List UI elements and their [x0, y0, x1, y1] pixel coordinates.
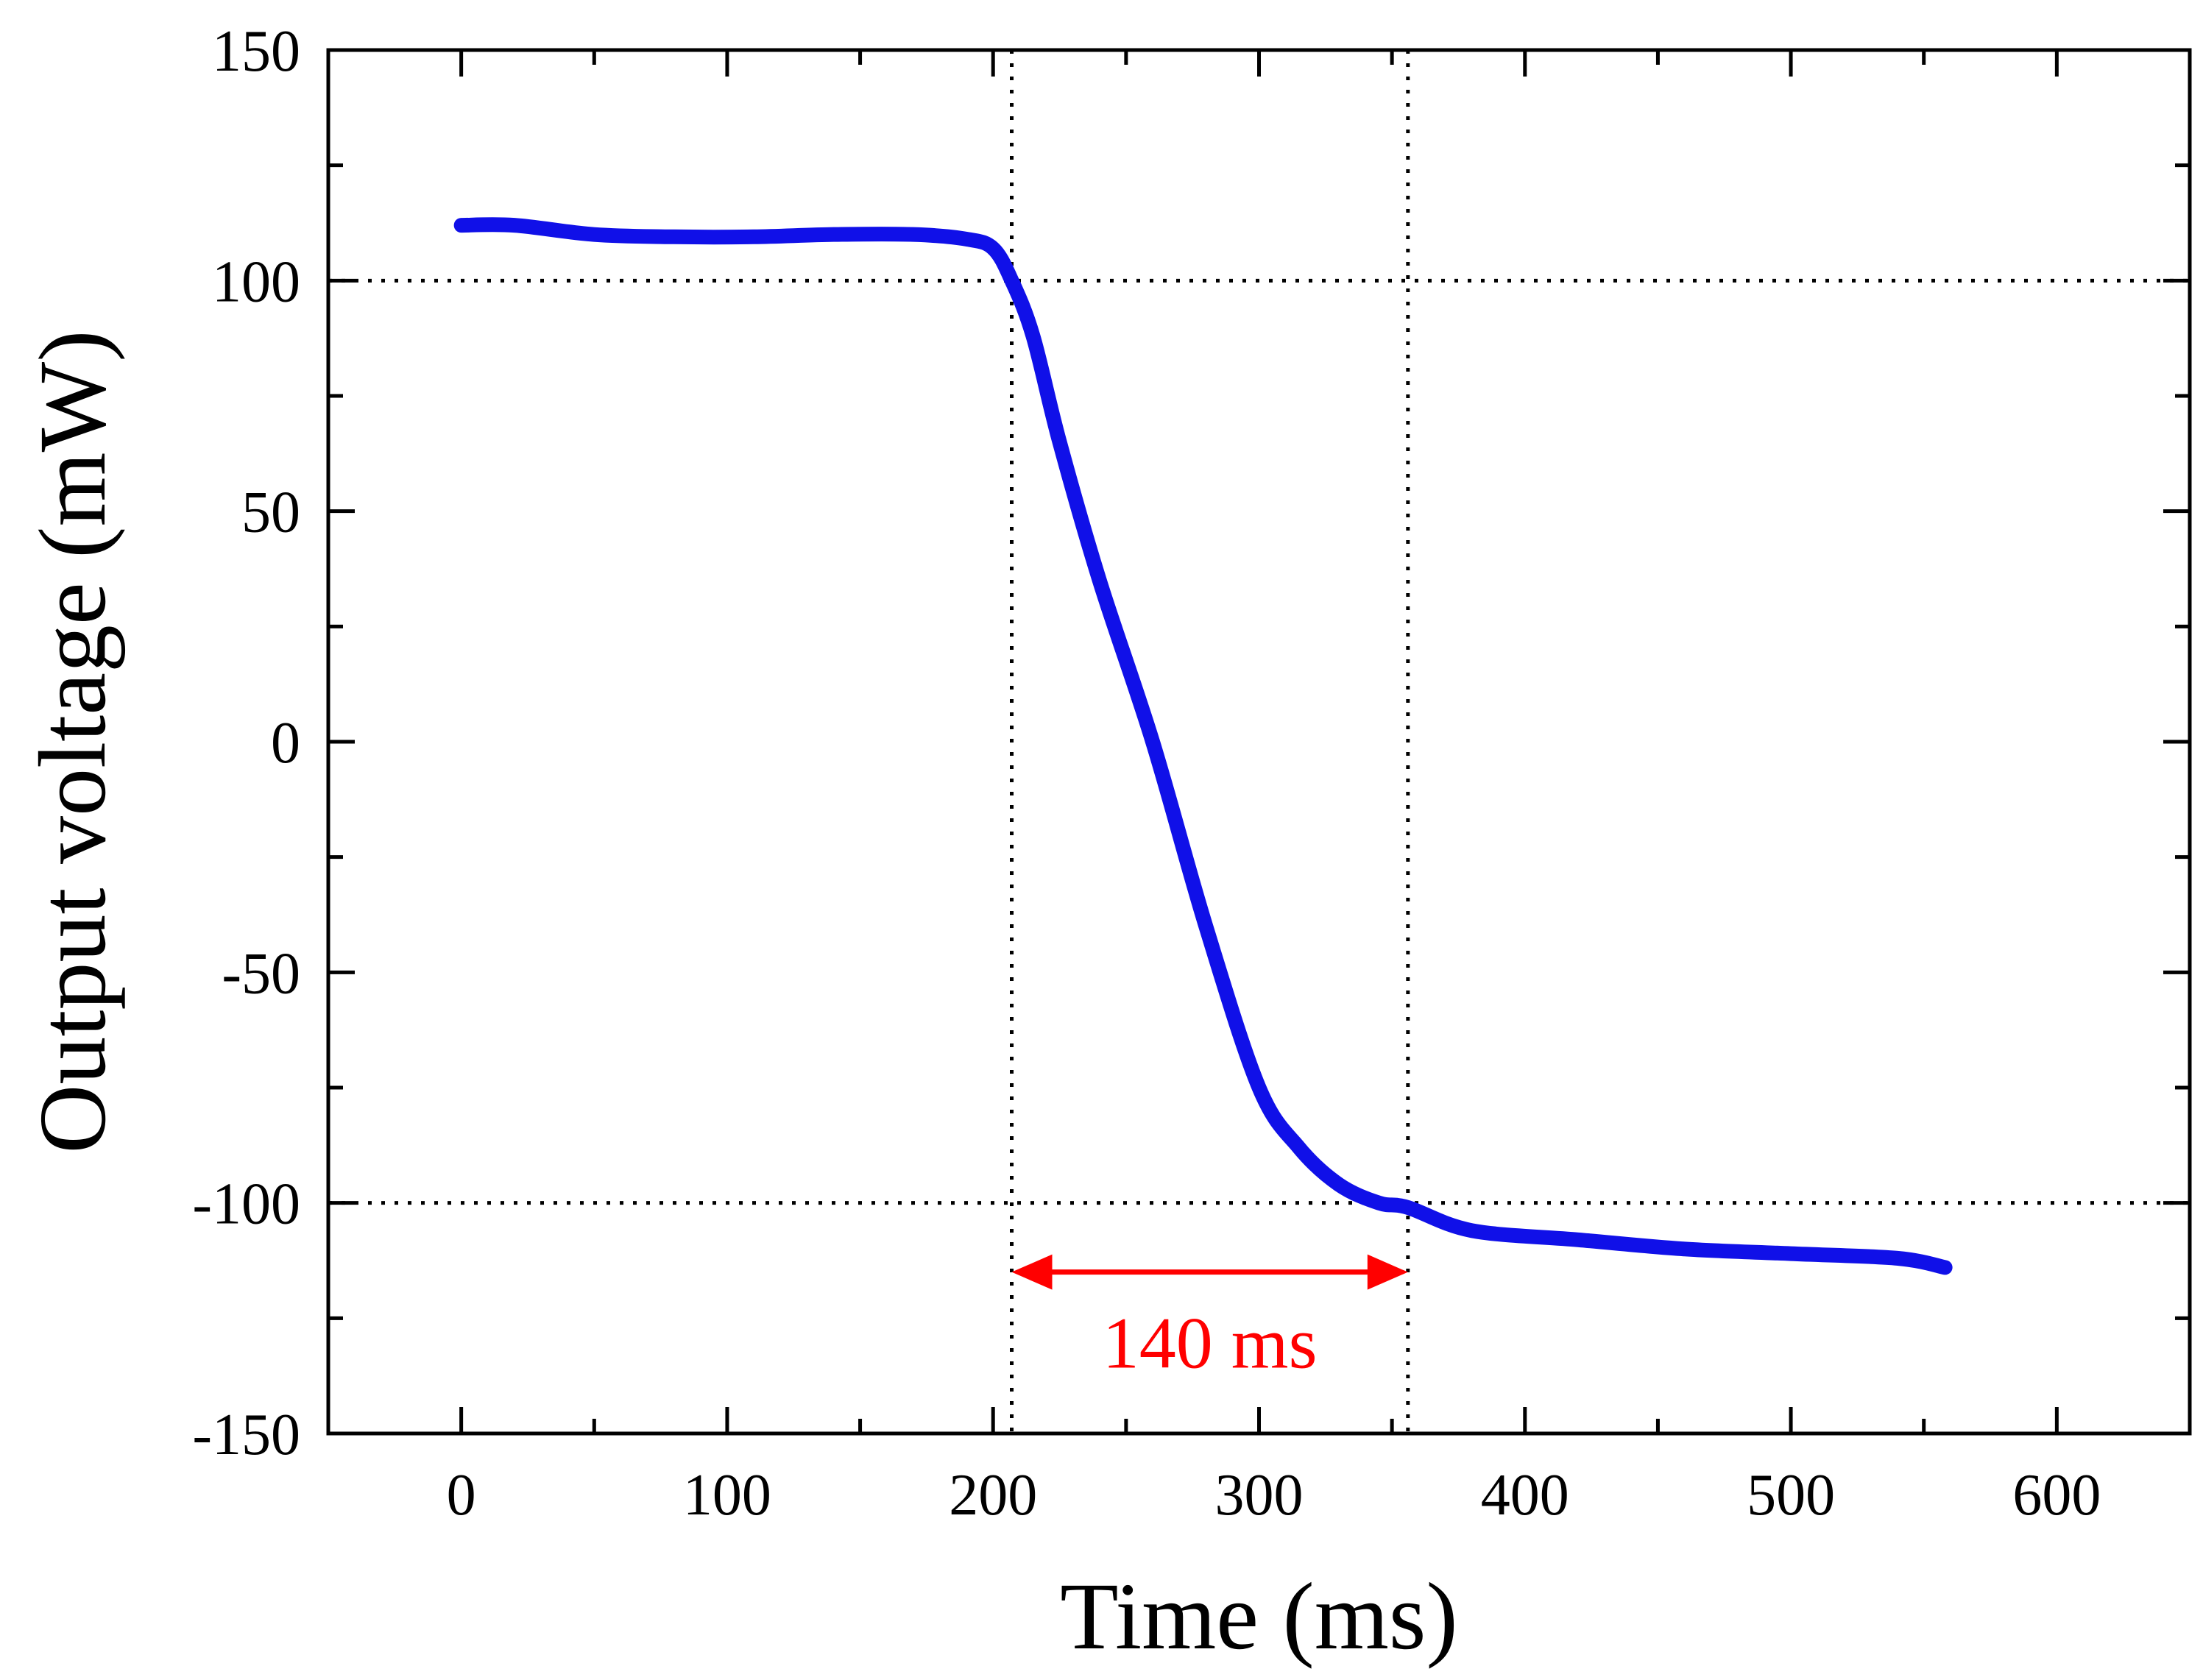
y-axis-title: Output voltage (mW)	[20, 330, 126, 1153]
y-tick-label: -100	[192, 1172, 300, 1237]
plot-frame	[326, 48, 2192, 1436]
annotation-arrowhead-right	[1367, 1254, 1408, 1290]
x-tick-label: 100	[683, 1463, 771, 1528]
x-tick-label: 400	[1481, 1463, 1569, 1528]
annotation-arrowhead-left	[1011, 1254, 1053, 1290]
y-tick-label: 50	[241, 481, 300, 545]
x-tick-label: 500	[1747, 1463, 1835, 1528]
x-tick-label: 0	[447, 1463, 476, 1528]
x-tick-labels: 0 100 200 300 400 500 600	[447, 1463, 2101, 1528]
y-tick-label: 100	[212, 249, 300, 314]
x-tick-label: 600	[2012, 1463, 2101, 1528]
y-tick-labels: -150 -100 -50 0 50 100 150	[192, 19, 300, 1467]
y-tick-label: 150	[212, 19, 300, 84]
ticks	[326, 48, 2192, 1436]
series-line	[453, 217, 1953, 1275]
y-tick-label: -50	[222, 941, 300, 1006]
curve-layer	[453, 217, 1953, 1275]
y-tick-label: 0	[271, 711, 300, 776]
y-tick-label: -150	[192, 1403, 300, 1467]
grid	[328, 50, 2190, 1433]
x-axis-title: Time (ms)	[1060, 1564, 1458, 1670]
annotation-label: 140 ms	[1103, 1302, 1318, 1384]
x-tick-label: 200	[949, 1463, 1037, 1528]
x-tick-label: 300	[1215, 1463, 1304, 1528]
annotation: 140 ms	[1011, 1254, 1408, 1384]
